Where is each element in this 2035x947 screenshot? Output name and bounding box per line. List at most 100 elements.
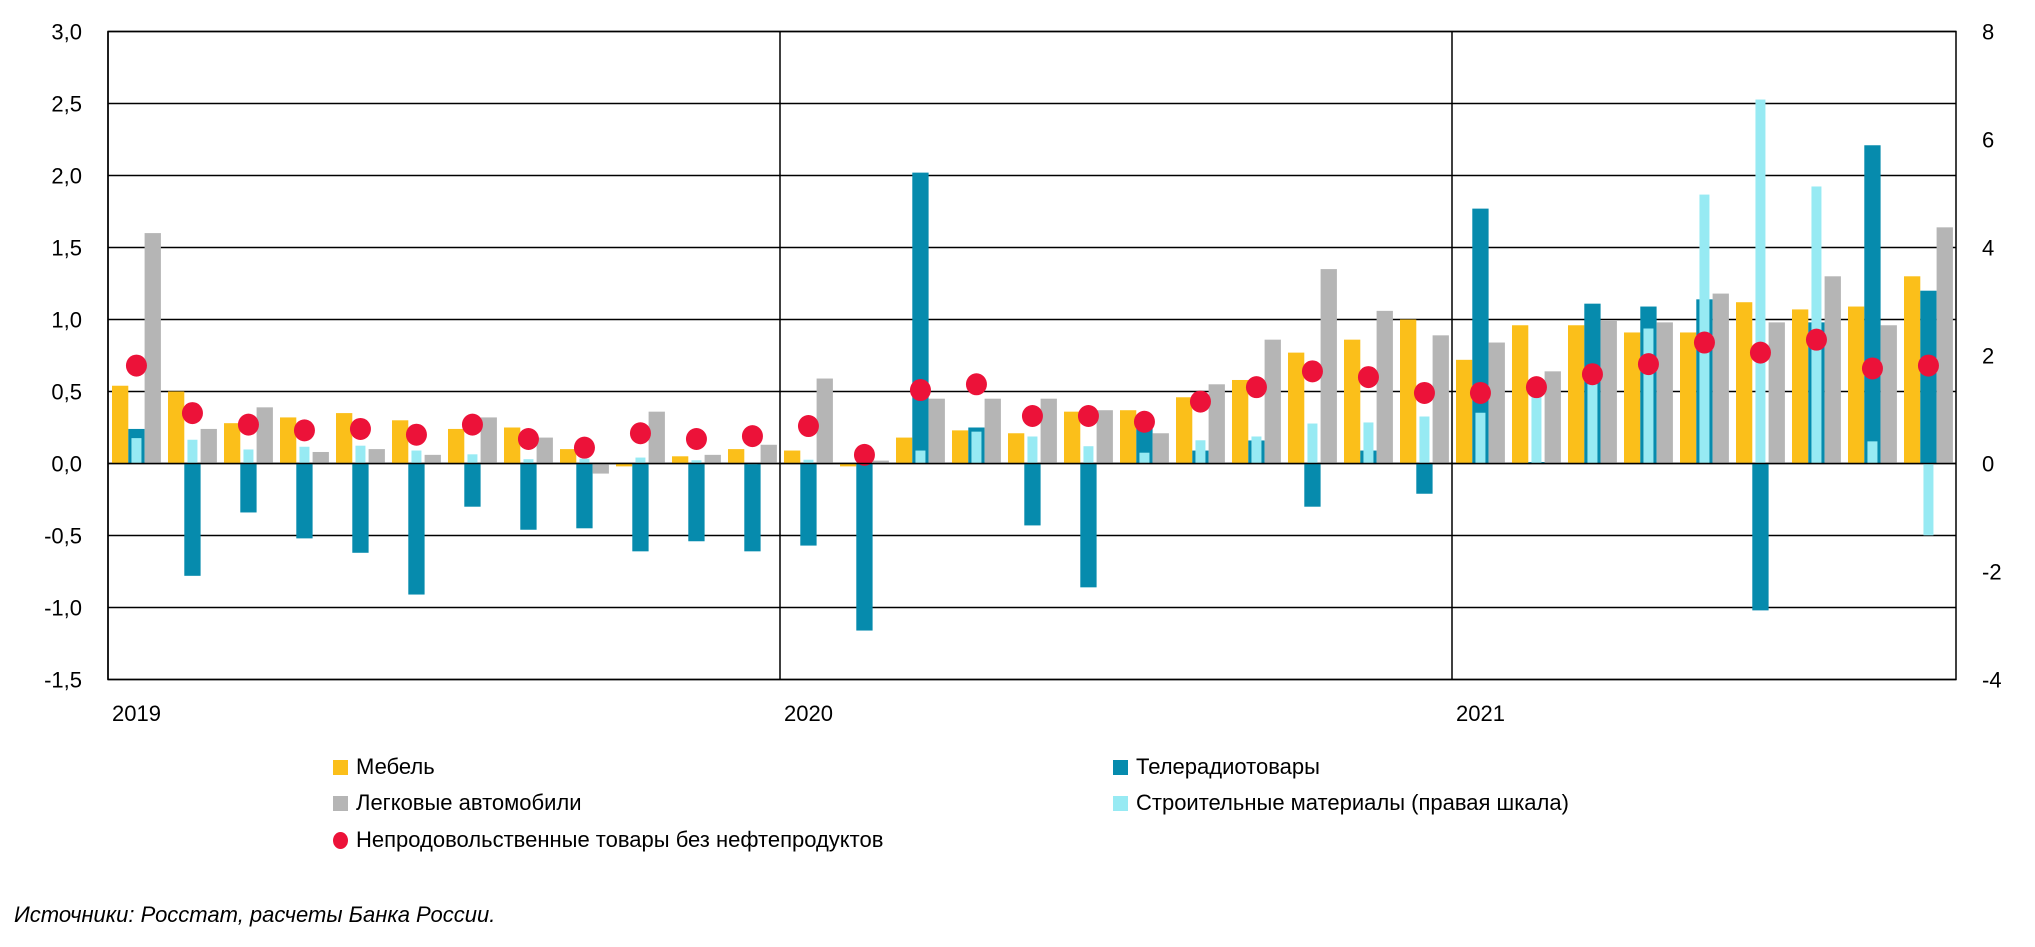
bar-furniture [896, 437, 913, 464]
bars [112, 99, 1953, 631]
bar-building-materials [1307, 423, 1318, 464]
bar-furniture [1400, 319, 1417, 464]
legend-swatch-tv-radio [1113, 759, 1128, 775]
bar-cars [1712, 293, 1729, 464]
bar-furniture [952, 430, 969, 464]
plot-border [107, 30, 1957, 681]
bar-furniture [1736, 302, 1753, 464]
bar-cars [368, 449, 385, 464]
bar-furniture [560, 449, 577, 464]
bar-building-materials [243, 449, 254, 464]
dot-nonfood [1469, 381, 1491, 404]
bar-furniture [1288, 352, 1305, 464]
bar-cars [1600, 320, 1617, 464]
bar-cars [760, 444, 777, 464]
bar-furniture [1512, 325, 1529, 464]
bar-cars [1096, 410, 1113, 464]
bar-cars [1656, 322, 1673, 464]
bar-tv-radio [296, 463, 313, 539]
bar-cars [536, 437, 553, 464]
bar-furniture [1064, 411, 1081, 464]
bar-furniture [1904, 276, 1921, 464]
legend-item-building-materials: Строительные материалы (правая шкала) [1113, 790, 1569, 816]
legend-item-furniture: Мебель [333, 754, 435, 780]
gridlines [107, 30, 1956, 681]
bar-tv-radio [576, 463, 593, 529]
bar-tv-radio [1920, 290, 1937, 464]
dot-nonfood [1245, 376, 1267, 399]
dot-nonfood [1637, 353, 1659, 376]
bar-tv-radio [1304, 463, 1321, 507]
bar-cars [144, 233, 161, 464]
dot-nonfood [237, 413, 259, 436]
left-axis-tick-label: 2,5 [51, 92, 82, 117]
x-axis-year-label: 2021 [1456, 701, 1505, 726]
bar-furniture [1680, 332, 1697, 464]
legend-item-cars: Легковые автомобили [333, 790, 582, 816]
bar-building-materials [1251, 436, 1262, 464]
bar-building-materials [1475, 412, 1486, 464]
bar-furniture [168, 391, 185, 464]
bar-building-materials [523, 459, 534, 464]
right-axis-tick-label: 4 [1982, 236, 1994, 261]
bar-cars [1264, 339, 1281, 464]
bar-cars [1152, 433, 1169, 464]
bar-cars [480, 417, 497, 464]
dot-nonfood [1693, 331, 1715, 354]
bar-building-materials [1755, 99, 1766, 464]
bar-building-materials [411, 450, 422, 464]
bar-cars [816, 378, 833, 464]
dot-nonfood [293, 419, 315, 442]
bar-tv-radio [1752, 463, 1769, 611]
bar-tv-radio [408, 463, 425, 595]
right-axis-tick-label: 2 [1982, 344, 1994, 369]
legend-item-tv-radio: Телерадиотовары [1113, 754, 1320, 780]
dot-nonfood [1133, 410, 1155, 433]
left-axis-ticks: -1,5 -1,0 -0,5 0,0 0,5 1,0 1,5 2,0 2,5 3,0 [44, 20, 82, 693]
bar-building-materials [1811, 186, 1822, 464]
dot-nonfood [181, 402, 203, 425]
dot-nonfood [1357, 366, 1379, 389]
bar-furniture [1008, 433, 1025, 464]
left-axis-tick-label: 3,0 [51, 20, 82, 45]
dot-nonfood [629, 422, 651, 445]
dot-nonfood [685, 428, 707, 451]
bar-cars [1768, 322, 1785, 464]
bar-tv-radio [632, 463, 649, 552]
bar-furniture [224, 423, 241, 464]
bar-building-materials [1531, 396, 1542, 464]
dot-nonfood [853, 443, 875, 466]
right-axis-tick-label: -4 [1982, 668, 2002, 693]
bar-cars [984, 398, 1001, 464]
dot-nonfood [349, 417, 371, 440]
dot-nonfood [1301, 360, 1323, 383]
dot-nonfood [1077, 404, 1099, 427]
left-axis-tick-label: -0,5 [44, 524, 82, 549]
bar-building-materials [691, 460, 702, 464]
bar-cars [200, 428, 217, 464]
bar-building-materials [467, 454, 478, 464]
bar-building-materials [1419, 416, 1430, 464]
dot-nonfood [1861, 357, 1883, 380]
bar-tv-radio [1080, 463, 1097, 588]
bar-furniture [672, 456, 689, 464]
bar-tv-radio [1416, 463, 1433, 494]
bar-building-materials [803, 459, 814, 464]
right-axis-tick-label: 8 [1982, 20, 1994, 45]
bar-cars [1432, 335, 1449, 464]
bar-building-materials [187, 439, 198, 464]
bar-cars [704, 454, 721, 464]
bar-cars [1880, 325, 1897, 464]
bar-cars [1544, 371, 1561, 464]
bar-furniture [616, 463, 633, 467]
bar-cars [1376, 310, 1393, 464]
dot-nonfood [573, 436, 595, 459]
bar-cars [256, 407, 273, 464]
bar-cars [592, 463, 609, 474]
dot-nonfood [909, 379, 931, 402]
bar-tv-radio [520, 463, 537, 530]
bar-building-materials [1027, 436, 1038, 464]
bar-furniture [728, 449, 745, 464]
legend-label-cars: Легковые автомобили [356, 790, 582, 815]
x-axis-year-label: 2020 [784, 701, 833, 726]
